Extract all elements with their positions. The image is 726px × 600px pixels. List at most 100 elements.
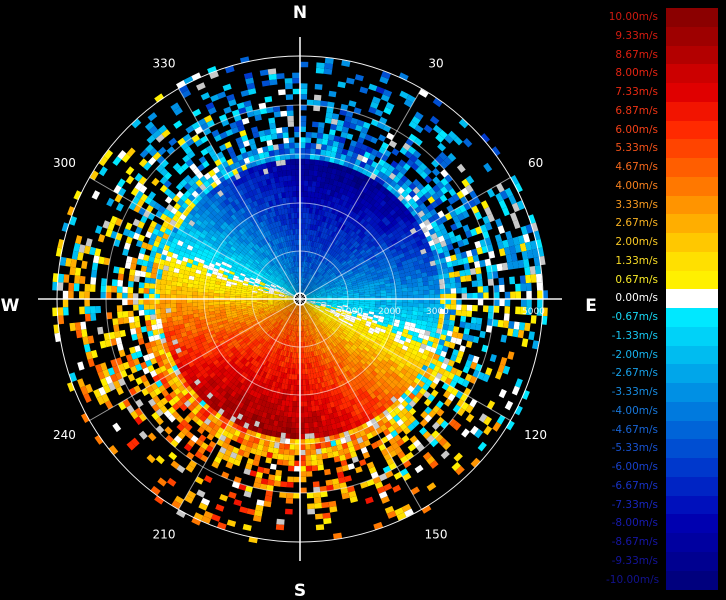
velocity-bin: [307, 262, 311, 268]
velocity-bin: [286, 169, 292, 176]
velocity-bin: [287, 175, 292, 181]
velocity-bin: [230, 301, 236, 304]
velocity-bin: [283, 284, 288, 289]
velocity-bin: [279, 332, 284, 338]
velocity-bin: [278, 311, 283, 316]
velocity-bin: [312, 285, 318, 290]
velocity-bin: [278, 415, 284, 422]
velocity-bin: [450, 288, 457, 294]
velocity-bin: [284, 294, 290, 296]
velocity-bin: [311, 323, 315, 329]
velocity-bin: [315, 314, 320, 319]
velocity-bin: [263, 319, 269, 324]
velocity-bin: [304, 319, 307, 326]
velocity-bin: [325, 307, 331, 311]
velocity-bin: [176, 307, 182, 312]
velocity-bin: [289, 330, 293, 336]
velocity-bin: [309, 312, 313, 317]
velocity-bin: [444, 283, 451, 289]
velocity-bin: [294, 368, 298, 375]
velocity-bin: [289, 335, 293, 342]
velocity-bin: [297, 277, 299, 283]
velocity-bin: [269, 318, 275, 323]
velocity-bin: [309, 281, 314, 287]
velocity-bin: [314, 432, 320, 439]
velocity-bin: [303, 385, 307, 391]
velocity-bin: [375, 301, 381, 305]
velocity-bin: [315, 292, 321, 295]
velocity-bin: [310, 295, 316, 297]
velocity-bin: [159, 303, 166, 309]
velocity-bin: [443, 319, 450, 326]
velocity-bin: [278, 299, 284, 301]
velocity-bin: [293, 278, 296, 284]
velocity-bin: [269, 308, 275, 312]
velocity-bin: [295, 309, 297, 315]
velocity-bin: [418, 307, 424, 312]
velocity-bin: [427, 317, 434, 323]
velocity-bin: [305, 314, 309, 320]
velocity-bin: [284, 294, 290, 297]
velocity-bin: [324, 327, 329, 332]
velocity-bin: [292, 267, 295, 273]
velocity-bin: [292, 308, 296, 314]
velocity-bin: [326, 293, 332, 296]
velocity-bin: [319, 268, 324, 274]
velocity-bin: [289, 307, 294, 312]
velocity-bin: [302, 314, 304, 321]
velocity-bin: [149, 288, 155, 294]
velocity-bin: [177, 315, 184, 321]
velocity-bin: [412, 303, 419, 308]
velocity-bin: [307, 186, 312, 192]
velocity-bin: [267, 299, 274, 302]
velocity-bin: [315, 304, 321, 308]
velocity-bin: [309, 318, 313, 324]
velocity-bin: [317, 260, 322, 267]
velocity-bin: [302, 363, 305, 369]
velocity-bin: [268, 441, 275, 448]
velocity-bin: [303, 283, 306, 289]
velocity-bin: [326, 302, 332, 305]
velocity-bin: [386, 292, 392, 296]
velocity-bin: [444, 278, 451, 284]
velocity-bin: [314, 305, 320, 309]
velocity-bin: [291, 417, 296, 423]
velocity-bin: [375, 293, 381, 297]
velocity-bin: [331, 292, 338, 295]
velocity-bin: [176, 281, 183, 287]
velocity-bin: [264, 309, 270, 312]
velocity-bin: [294, 374, 298, 380]
velocity-bin: [304, 175, 309, 181]
velocity-bin: [310, 449, 317, 455]
velocity-bin: [313, 328, 317, 334]
velocity-bin: [326, 276, 332, 281]
velocity-bin: [291, 267, 294, 274]
velocity-bin: [336, 288, 343, 292]
velocity-bin: [333, 315, 339, 320]
velocity-bin: [187, 310, 194, 315]
velocity-bin: [287, 263, 290, 269]
velocity-bin: [313, 286, 318, 290]
velocity-bin: [274, 288, 280, 292]
velocity-bin: [326, 277, 332, 282]
velocity-bin: [312, 308, 318, 313]
velocity-bin: [278, 300, 284, 302]
velocity-bin: [314, 305, 320, 308]
velocity-bin: [321, 296, 327, 298]
velocity-bin: [320, 306, 326, 310]
velocity-bin: [315, 272, 319, 278]
velocity-bin: [257, 304, 263, 307]
velocity-bin: [278, 325, 283, 331]
velocity-bin: [306, 196, 311, 203]
velocity-bin: [285, 329, 289, 335]
velocity-bin: [265, 282, 271, 286]
velocity-bin: [315, 294, 322, 297]
velocity-bin: [273, 271, 279, 276]
velocity-bin: [311, 334, 315, 340]
velocity-bin: [326, 301, 333, 304]
velocity-bin: [286, 289, 292, 293]
velocity-bin: [324, 310, 330, 314]
velocity-bin: [328, 313, 334, 317]
velocity-bin: [312, 309, 317, 314]
